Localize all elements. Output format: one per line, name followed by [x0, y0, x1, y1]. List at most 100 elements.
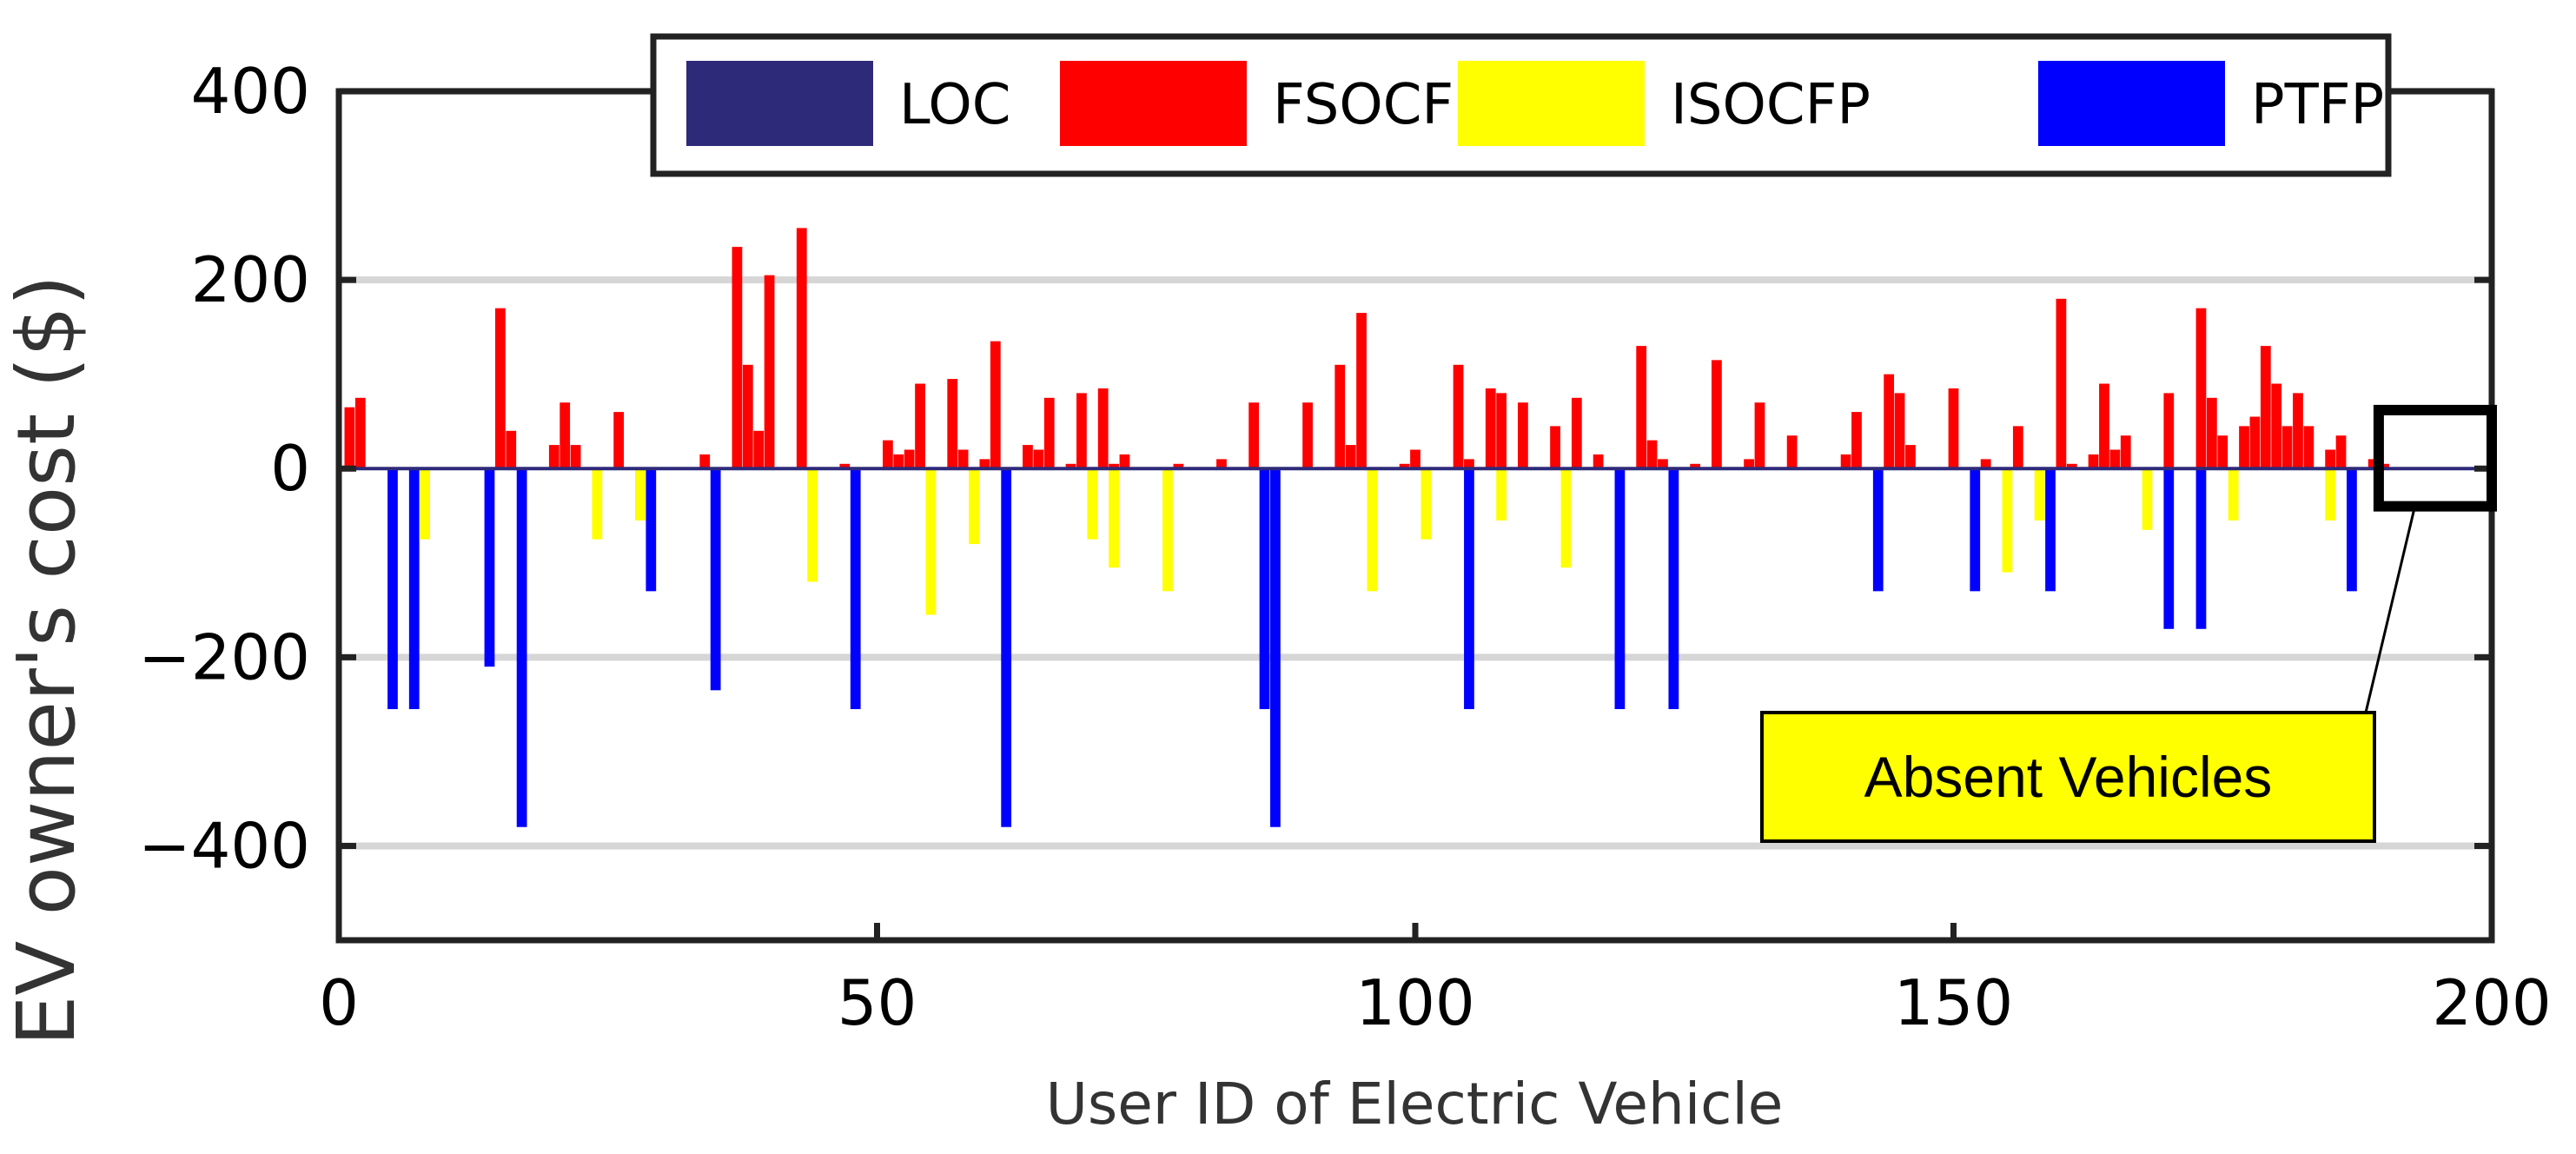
bar-isocfp — [1087, 468, 1098, 540]
y-tick-label: −200 — [138, 620, 310, 693]
y-axis-title: EV owner's cost ($) — [0, 275, 93, 1045]
bar-isocfp — [2002, 468, 2013, 573]
bar-fsocfp — [2379, 463, 2389, 469]
bar-fsocfp — [1216, 459, 1227, 469]
y-tick-label: 400 — [191, 55, 310, 128]
bar-fsocfp — [1248, 402, 1260, 469]
bar-isocfp — [2142, 468, 2153, 530]
bar-isocfp — [1420, 468, 1432, 540]
bar-fsocfp — [613, 412, 625, 469]
annotation-label: Absent Vehicles — [1864, 745, 2273, 809]
bar-fsocfp — [1550, 426, 1560, 469]
bar-fsocfp — [1571, 397, 1582, 469]
bar-fsocfp — [1302, 402, 1313, 469]
x-axis-title: User ID of Electric Vehicle — [1046, 1071, 1784, 1137]
bar-isocfp — [420, 468, 431, 540]
x-tick-label: 200 — [2432, 966, 2551, 1039]
bar-ptfp — [1464, 468, 1474, 710]
bar-isocfp — [1162, 468, 1173, 592]
bar-fsocfp — [1646, 440, 1658, 469]
bar-fsocfp — [1399, 463, 1410, 469]
legend-swatch-ptfp — [2038, 61, 2225, 146]
annotation-label-box — [1760, 711, 2376, 843]
bar-fsocfp — [915, 383, 925, 469]
bar-fsocfp — [979, 459, 990, 469]
bar-fsocfp — [1786, 435, 1798, 469]
bar-isocfp — [2325, 468, 2336, 521]
bars — [344, 228, 2389, 827]
bar-fsocfp — [990, 341, 1001, 469]
legend-swatch-isocfp — [1458, 61, 1645, 146]
bar-ptfp — [2045, 468, 2056, 592]
bar-fsocfp — [2109, 449, 2121, 469]
bar-fsocfp — [1593, 454, 1604, 469]
bar-isocfp — [807, 468, 818, 582]
bar-fsocfp — [494, 308, 506, 469]
bar-fsocfp — [1980, 459, 1991, 469]
absent-vehicles-highlight-box — [2373, 404, 2498, 512]
bar-fsocfp — [1712, 360, 1722, 469]
bar-fsocfp — [753, 430, 765, 469]
bar-ptfp — [1270, 468, 1281, 827]
bar-fsocfp — [2260, 346, 2271, 469]
bar-fsocfp — [2066, 463, 2077, 469]
bar-fsocfp — [764, 275, 775, 469]
bar-fsocfp — [1453, 364, 1464, 469]
bar-fsocfp — [2099, 383, 2109, 469]
bar-fsocfp — [2325, 449, 2336, 469]
bar-fsocfp — [883, 440, 893, 469]
bar-fsocfp — [1496, 393, 1507, 469]
y-tick-label: 0 — [270, 432, 310, 505]
legend-label-ptfp: PTFP — [2251, 73, 2384, 137]
bar-fsocfp — [2335, 435, 2347, 469]
bar-fsocfp — [1119, 454, 1130, 469]
bar-isocfp — [925, 468, 937, 615]
bar-fsocfp — [2249, 416, 2261, 469]
bar-fsocfp — [1356, 313, 1367, 469]
bar-fsocfp — [2195, 308, 2207, 469]
bar-ptfp — [1259, 468, 1270, 710]
x-tick-label: 100 — [1355, 966, 1474, 1039]
bar-fsocfp — [1033, 449, 1044, 469]
legend-label-isocfp: ISOCFP — [1671, 73, 1871, 137]
bar-fsocfp — [1043, 397, 1055, 469]
bar-fsocfp — [2303, 426, 2314, 469]
annotation-leader-line — [2364, 506, 2416, 713]
bar-fsocfp — [560, 402, 571, 469]
bar-fsocfp — [1345, 445, 1356, 469]
bar-fsocfp — [344, 407, 355, 469]
y-tick-label: 200 — [191, 243, 310, 316]
bar-ptfp — [484, 468, 495, 667]
bar-fsocfp — [2120, 435, 2131, 469]
bar-ptfp — [710, 468, 721, 691]
bar-fsocfp — [732, 247, 743, 469]
bar-ptfp — [850, 468, 861, 710]
bar-fsocfp — [2012, 426, 2023, 469]
bar-fsocfp — [2163, 393, 2175, 469]
bar-fsocfp — [2271, 383, 2282, 469]
bar-ptfp — [1614, 468, 1626, 710]
bar-fsocfp — [1173, 463, 1184, 469]
bar-fsocfp — [548, 445, 560, 469]
bar-fsocfp — [2206, 397, 2217, 469]
bar-isocfp — [1109, 468, 1119, 568]
x-tick-label: 50 — [838, 966, 917, 1039]
bar-fsocfp — [1851, 412, 1862, 469]
bar-fsocfp — [2367, 459, 2379, 469]
bar-isocfp — [1560, 468, 1572, 568]
x-tick-label: 150 — [1894, 966, 2013, 1039]
bar-fsocfp — [839, 463, 851, 469]
bar-fsocfp — [1840, 454, 1851, 469]
bar-fsocfp — [893, 454, 904, 469]
bar-fsocfp — [354, 397, 366, 469]
bar-isocfp — [635, 468, 646, 521]
bar-fsocfp — [1109, 463, 1119, 469]
legend-label-loc: LOC — [899, 73, 1010, 137]
bar-fsocfp — [1065, 463, 1076, 469]
absent-vehicles-annotation: Absent Vehicles — [1760, 404, 2498, 843]
bar-ptfp — [1001, 468, 1012, 827]
bar-isocfp — [1367, 468, 1378, 592]
legend: LOC FSOCFP ISOCFP PTFP — [650, 33, 2392, 177]
bar-ptfp — [646, 468, 657, 592]
